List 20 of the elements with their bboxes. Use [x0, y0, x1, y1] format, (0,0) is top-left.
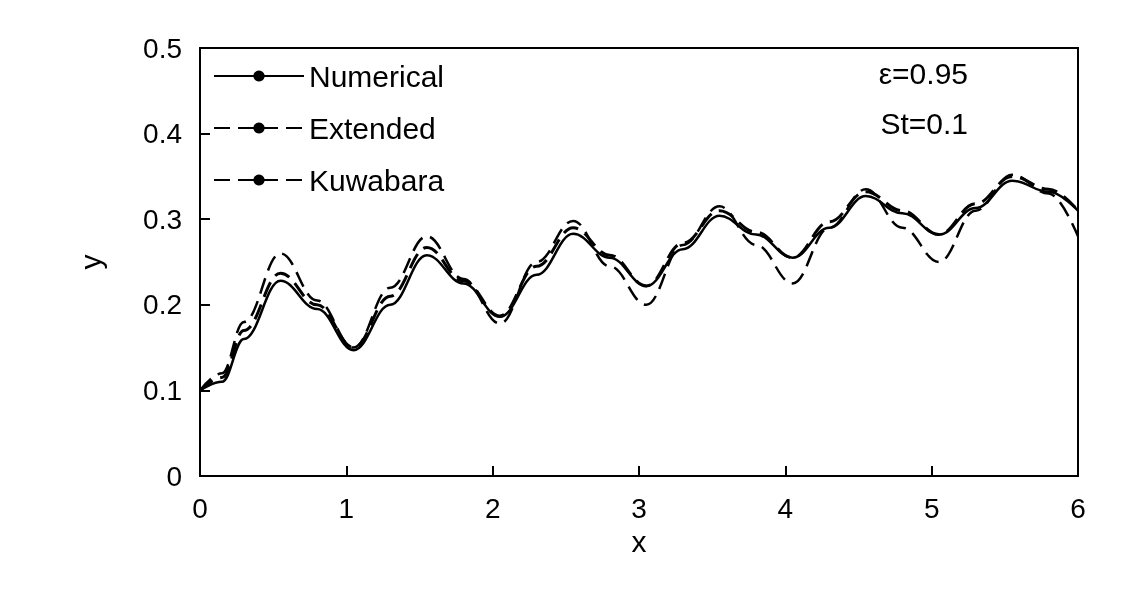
x-tick-label: 5	[923, 492, 940, 524]
legend-label: Numerical	[309, 59, 445, 93]
y-tick-label: 0.5	[143, 32, 182, 64]
annotation: St=0.1	[880, 106, 969, 140]
annotation: ε=0.95	[878, 56, 969, 90]
y-tick-label: 0.3	[143, 203, 182, 235]
y-axis-title: y	[73, 254, 107, 270]
y-tick-label: 0	[166, 460, 182, 492]
legend-label: Kuwabara	[309, 163, 445, 197]
legend-label: Extended	[309, 111, 436, 145]
x-tick-label: 1	[338, 492, 355, 524]
x-axis-title: x	[631, 525, 647, 559]
x-tick-label: 3	[631, 492, 647, 524]
x-tick-label: 0	[192, 492, 208, 524]
y-tick-label: 0.4	[143, 118, 182, 150]
y-tick-label: 0.2	[143, 289, 182, 321]
x-tick-label: 6	[1070, 492, 1086, 524]
y-tick-label: 0.1	[143, 374, 182, 406]
x-tick-label: 4	[777, 492, 794, 524]
x-tick-label: 2	[484, 492, 501, 524]
